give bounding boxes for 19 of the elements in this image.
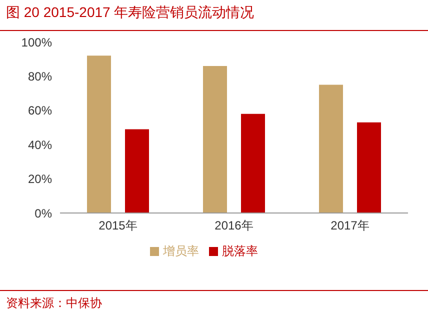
x-tick-label: 2017年 [330,218,370,233]
bar [241,114,265,213]
y-tick-label: 0% [34,206,52,220]
bar [319,84,343,213]
x-tick-label: 2015年 [98,218,138,233]
y-tick-label: 40% [28,138,52,152]
legend-label: 增员率 [163,244,199,258]
bar [357,122,381,213]
y-tick-label: 20% [28,172,52,186]
chart-title: 图 20 2015-2017 年寿险营销员流动情况 [6,4,254,22]
legend-label: 脱落率 [222,244,258,258]
bar [125,129,149,213]
y-tick-label: 100% [21,35,52,50]
x-tick-label: 2016年 [214,218,254,233]
bar [203,66,227,213]
text: 资料来源：中保协 [6,295,102,312]
y-tick-label: 60% [28,104,52,118]
y-tick-label: 80% [28,69,52,84]
bar [87,56,111,213]
